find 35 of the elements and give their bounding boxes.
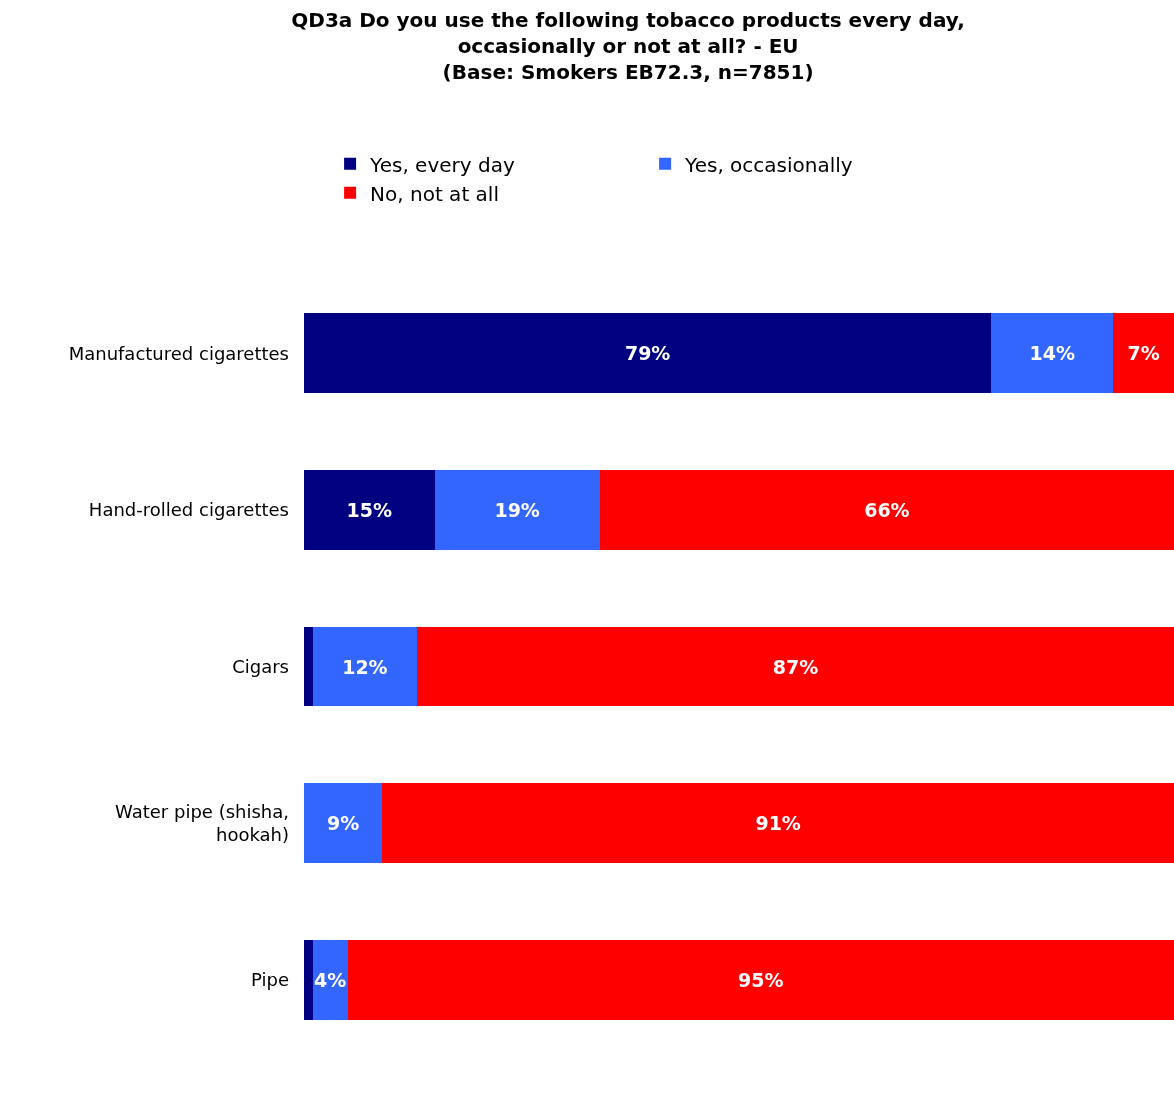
y-tick-label: Hand-rolled cigarettes [88,499,289,521]
bar [312,626,418,707]
bar [1113,313,1174,394]
data-label: 15% [346,498,392,521]
data-label: 7% [1127,342,1160,365]
bar [382,783,1174,864]
data-label: 95% [738,968,784,991]
data-label: 91% [755,812,801,835]
y-tick-label: Pipe [251,969,289,990]
legend-label: Yes, occasionally [684,152,853,177]
data-label: 79% [624,342,671,365]
bar [304,939,313,1020]
legend-label: No, not at all [370,181,499,206]
bar [991,313,1114,394]
data-label: 9% [327,812,360,835]
bar [304,626,313,707]
legend-label: Yes, every day [369,152,515,177]
y-tick-label: Manufactured cigarettes [68,342,289,364]
bar [304,313,992,394]
y-tick-label: Water pipe (shisha, hookah) [115,800,289,846]
data-label: 12% [342,655,388,678]
data-label: 19% [494,498,540,521]
bar [434,469,600,550]
bar [304,783,383,864]
data-label: 66% [864,498,910,521]
bar [347,939,1174,1020]
data-label: 14% [1029,342,1075,365]
bar [304,469,435,550]
bar [312,939,348,1020]
y-tick-label: Cigars [232,655,289,677]
data-label: 4% [313,968,347,991]
chart-title: QD3a Do you use the following tobacco products every day, occasionally or not at all? - EU (Base: Smokers EB72.3, n=7851) [291,8,965,85]
bar [599,469,1174,550]
data-label: 87% [772,655,819,678]
bar [417,626,1174,707]
